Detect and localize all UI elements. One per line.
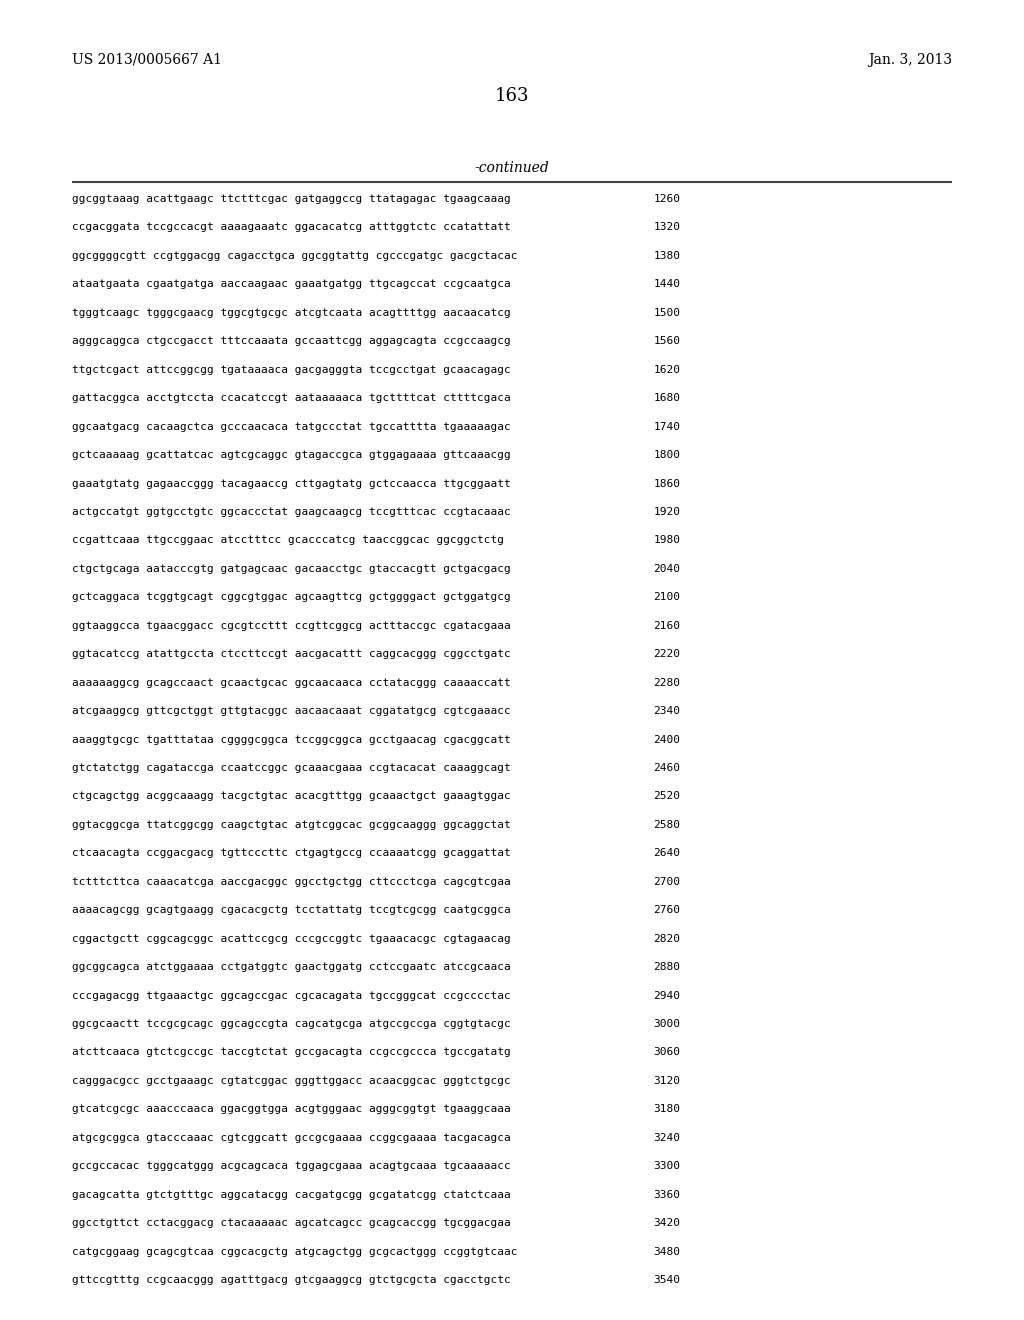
- Text: tgggtcaagc tgggcgaacg tggcgtgcgc atcgtcaata acagttttgg aacaacatcg: tgggtcaagc tgggcgaacg tggcgtgcgc atcgtca…: [72, 308, 510, 318]
- Text: ctcaacagta ccggacgacg tgttcccttc ctgagtgccg ccaaaatcgg gcaggattat: ctcaacagta ccggacgacg tgttcccttc ctgagtg…: [72, 849, 510, 858]
- Text: 2100: 2100: [653, 593, 680, 602]
- Text: 1980: 1980: [653, 536, 680, 545]
- Text: atcttcaaca gtctcgccgc taccgtctat gccgacagta ccgccgccca tgccgatatg: atcttcaaca gtctcgccgc taccgtctat gccgaca…: [72, 1048, 510, 1057]
- Text: 2760: 2760: [653, 906, 680, 915]
- Text: 3120: 3120: [653, 1076, 680, 1086]
- Text: ggtacatccg atattgccta ctccttccgt aacgacattt caggcacggg cggcctgatc: ggtacatccg atattgccta ctccttccgt aacgaca…: [72, 649, 510, 659]
- Text: agggcaggca ctgccgacct tttccaaata gccaattcgg aggagcagta ccgccaagcg: agggcaggca ctgccgacct tttccaaata gccaatt…: [72, 337, 510, 346]
- Text: gctcaaaaag gcattatcac agtcgcaggc gtagaccgca gtggagaaaa gttcaaacgg: gctcaaaaag gcattatcac agtcgcaggc gtagacc…: [72, 450, 510, 461]
- Text: aaaaaaggcg gcagccaact gcaactgcac ggcaacaaca cctatacggg caaaaccatt: aaaaaaggcg gcagccaact gcaactgcac ggcaaca…: [72, 677, 510, 688]
- Text: gtcatcgcgc aaacccaaca ggacggtgga acgtgggaac agggcggtgt tgaaggcaaa: gtcatcgcgc aaacccaaca ggacggtgga acgtggg…: [72, 1105, 510, 1114]
- Text: gccgccacac tgggcatggg acgcagcaca tggagcgaaa acagtgcaaa tgcaaaaacc: gccgccacac tgggcatggg acgcagcaca tggagcg…: [72, 1162, 510, 1171]
- Text: 1500: 1500: [653, 308, 680, 318]
- Text: ggcctgttct cctacggacg ctacaaaaac agcatcagcc gcagcaccgg tgcggacgaa: ggcctgttct cctacggacg ctacaaaaac agcatca…: [72, 1218, 510, 1228]
- Text: atcgaaggcg gttcgctggt gttgtacggc aacaacaaat cggatatgcg cgtcgaaacc: atcgaaggcg gttcgctggt gttgtacggc aacaaca…: [72, 706, 510, 715]
- Text: ataatgaata cgaatgatga aaccaagaac gaaatgatgg ttgcagccat ccgcaatgca: ataatgaata cgaatgatga aaccaagaac gaaatga…: [72, 280, 510, 289]
- Text: ggtaaggcca tgaacggacc cgcgtccttt ccgttcggcg actttaccgc cgatacgaaa: ggtaaggcca tgaacggacc cgcgtccttt ccgttcg…: [72, 620, 510, 631]
- Text: 2880: 2880: [653, 962, 680, 972]
- Text: 3480: 3480: [653, 1246, 680, 1257]
- Text: 1440: 1440: [653, 280, 680, 289]
- Text: ccgattcaaa ttgccggaac atcctttcc gcacccatcg taaccggcac ggcggctctg: ccgattcaaa ttgccggaac atcctttcc gcacccat…: [72, 536, 504, 545]
- Text: 2400: 2400: [653, 734, 680, 744]
- Text: 1680: 1680: [653, 393, 680, 403]
- Text: 3000: 3000: [653, 1019, 680, 1030]
- Text: gtctatctgg cagataccga ccaatccggc gcaaacgaaa ccgtacacat caaaggcagt: gtctatctgg cagataccga ccaatccggc gcaaacg…: [72, 763, 510, 774]
- Text: 1380: 1380: [653, 251, 680, 261]
- Text: ggcaatgacg cacaagctca gcccaacaca tatgccctat tgccatttta tgaaaaagac: ggcaatgacg cacaagctca gcccaacaca tatgccc…: [72, 421, 510, 432]
- Text: -continued: -continued: [475, 161, 549, 176]
- Text: aaaacagcgg gcagtgaagg cgacacgctg tcctattatg tccgtcgcgg caatgcggca: aaaacagcgg gcagtgaagg cgacacgctg tcctatt…: [72, 906, 510, 915]
- Text: ggcggtaaag acattgaagc ttctttcgac gatgaggccg ttatagagac tgaagcaaag: ggcggtaaag acattgaagc ttctttcgac gatgagg…: [72, 194, 510, 205]
- Text: 2520: 2520: [653, 792, 680, 801]
- Text: ctgcagctgg acggcaaagg tacgctgtac acacgtttgg gcaaactgct gaaagtggac: ctgcagctgg acggcaaagg tacgctgtac acacgtt…: [72, 792, 510, 801]
- Text: 2640: 2640: [653, 849, 680, 858]
- Text: 2040: 2040: [653, 564, 680, 574]
- Text: actgccatgt ggtgcctgtc ggcaccctat gaagcaagcg tccgtttcac ccgtacaaac: actgccatgt ggtgcctgtc ggcaccctat gaagcaa…: [72, 507, 510, 517]
- Text: gacagcatta gtctgtttgc aggcatacgg cacgatgcgg gcgatatcgg ctatctcaaa: gacagcatta gtctgtttgc aggcatacgg cacgatg…: [72, 1189, 510, 1200]
- Text: 2580: 2580: [653, 820, 680, 830]
- Text: 1740: 1740: [653, 421, 680, 432]
- Text: 2340: 2340: [653, 706, 680, 715]
- Text: US 2013/0005667 A1: US 2013/0005667 A1: [72, 53, 221, 67]
- Text: 1920: 1920: [653, 507, 680, 517]
- Text: 2280: 2280: [653, 677, 680, 688]
- Text: gctcaggaca tcggtgcagt cggcgtggac agcaagttcg gctggggact gctggatgcg: gctcaggaca tcggtgcagt cggcgtggac agcaagt…: [72, 593, 510, 602]
- Text: ggtacggcga ttatcggcgg caagctgtac atgtcggcac gcggcaaggg ggcaggctat: ggtacggcga ttatcggcgg caagctgtac atgtcgg…: [72, 820, 510, 830]
- Text: 3180: 3180: [653, 1105, 680, 1114]
- Text: 163: 163: [495, 87, 529, 106]
- Text: ggcgcaactt tccgcgcagc ggcagccgta cagcatgcga atgccgccga cggtgtacgc: ggcgcaactt tccgcgcagc ggcagccgta cagcatg…: [72, 1019, 510, 1030]
- Text: cggactgctt cggcagcggc acattccgcg cccgccggtc tgaaacacgc cgtagaacag: cggactgctt cggcagcggc acattccgcg cccgccg…: [72, 933, 510, 944]
- Text: cccgagacgg ttgaaactgc ggcagccgac cgcacagata tgccgggcat ccgcccctac: cccgagacgg ttgaaactgc ggcagccgac cgcacag…: [72, 990, 510, 1001]
- Text: 2460: 2460: [653, 763, 680, 774]
- Text: ctgctgcaga aatacccgtg gatgagcaac gacaacctgc gtaccacgtt gctgacgacg: ctgctgcaga aatacccgtg gatgagcaac gacaacc…: [72, 564, 510, 574]
- Text: 3540: 3540: [653, 1275, 680, 1284]
- Text: 1320: 1320: [653, 223, 680, 232]
- Text: 3300: 3300: [653, 1162, 680, 1171]
- Text: ggcggggcgtt ccgtggacgg cagacctgca ggcggtattg cgcccgatgc gacgctacac: ggcggggcgtt ccgtggacgg cagacctgca ggcggt…: [72, 251, 517, 261]
- Text: 2220: 2220: [653, 649, 680, 659]
- Text: 3060: 3060: [653, 1048, 680, 1057]
- Text: gattacggca acctgtccta ccacatccgt aataaaaaca tgcttttcat cttttcgaca: gattacggca acctgtccta ccacatccgt aataaaa…: [72, 393, 510, 403]
- Text: 2160: 2160: [653, 620, 680, 631]
- Text: 1560: 1560: [653, 337, 680, 346]
- Text: atgcgcggca gtacccaaac cgtcggcatt gccgcgaaaa ccggcgaaaa tacgacagca: atgcgcggca gtacccaaac cgtcggcatt gccgcga…: [72, 1133, 510, 1143]
- Text: 3360: 3360: [653, 1189, 680, 1200]
- Text: 1800: 1800: [653, 450, 680, 461]
- Text: 2700: 2700: [653, 876, 680, 887]
- Text: 1620: 1620: [653, 364, 680, 375]
- Text: ttgctcgact attccggcgg tgataaaaca gacgagggta tccgcctgat gcaacagagc: ttgctcgact attccggcgg tgataaaaca gacgagg…: [72, 364, 510, 375]
- Text: 1260: 1260: [653, 194, 680, 205]
- Text: 2820: 2820: [653, 933, 680, 944]
- Text: Jan. 3, 2013: Jan. 3, 2013: [868, 53, 952, 67]
- Text: 3420: 3420: [653, 1218, 680, 1228]
- Text: ggcggcagca atctggaaaa cctgatggtc gaactggatg cctccgaatc atccgcaaca: ggcggcagca atctggaaaa cctgatggtc gaactgg…: [72, 962, 510, 972]
- Text: cagggacgcc gcctgaaagc cgtatcggac gggttggacc acaacggcac gggtctgcgc: cagggacgcc gcctgaaagc cgtatcggac gggttgg…: [72, 1076, 510, 1086]
- Text: gaaatgtatg gagaaccggg tacagaaccg cttgagtatg gctccaacca ttgcggaatt: gaaatgtatg gagaaccggg tacagaaccg cttgagt…: [72, 479, 510, 488]
- Text: ccgacggata tccgccacgt aaaagaaatc ggacacatcg atttggtctc ccatattatt: ccgacggata tccgccacgt aaaagaaatc ggacaca…: [72, 223, 510, 232]
- Text: 3240: 3240: [653, 1133, 680, 1143]
- Text: tctttcttca caaacatcga aaccgacggc ggcctgctgg cttccctcga cagcgtcgaa: tctttcttca caaacatcga aaccgacggc ggcctgc…: [72, 876, 510, 887]
- Text: aaaggtgcgc tgatttataa cggggcggca tccggcggca gcctgaacag cgacggcatt: aaaggtgcgc tgatttataa cggggcggca tccggcg…: [72, 734, 510, 744]
- Text: catgcggaag gcagcgtcaa cggcacgctg atgcagctgg gcgcactggg ccggtgtcaac: catgcggaag gcagcgtcaa cggcacgctg atgcagc…: [72, 1246, 517, 1257]
- Text: 2940: 2940: [653, 990, 680, 1001]
- Text: gttccgtttg ccgcaacggg agatttgacg gtcgaaggcg gtctgcgcta cgacctgctc: gttccgtttg ccgcaacggg agatttgacg gtcgaag…: [72, 1275, 510, 1284]
- Text: 1860: 1860: [653, 479, 680, 488]
